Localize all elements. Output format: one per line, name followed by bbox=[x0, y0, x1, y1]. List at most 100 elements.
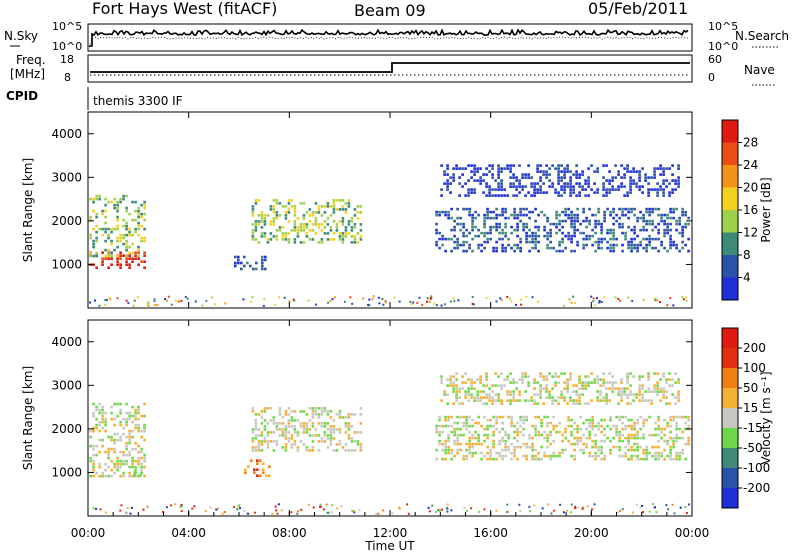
velocity-cell-5 bbox=[533, 399, 536, 402]
velocity-cell-3 bbox=[359, 431, 363, 434]
velocity-cell-5 bbox=[596, 390, 599, 393]
velocity-cell-5 bbox=[650, 402, 653, 405]
velocity-cell-0 bbox=[125, 444, 128, 448]
power-cell-5 bbox=[458, 176, 461, 179]
power-cell-1 bbox=[143, 236, 146, 240]
power-cell-4 bbox=[531, 237, 534, 241]
power-cell-5 bbox=[557, 179, 560, 182]
velocity-cell-0 bbox=[131, 435, 134, 439]
power-speckle bbox=[224, 302, 227, 305]
power-cell-1 bbox=[125, 233, 128, 237]
power-speckle bbox=[214, 303, 217, 306]
nsearch-hi: 10^5 bbox=[708, 20, 738, 33]
power-speckle bbox=[421, 303, 424, 306]
velocity-cell-4 bbox=[498, 454, 501, 458]
velocity-cell-2 bbox=[262, 462, 265, 465]
power-cell-4 bbox=[447, 216, 450, 220]
velocity-cell-0 bbox=[125, 402, 128, 406]
velocity-cell-5 bbox=[644, 390, 647, 393]
power-cell-3 bbox=[275, 235, 279, 238]
velocity-cell-5 bbox=[554, 372, 557, 375]
power-cell-5 bbox=[638, 188, 641, 191]
velocity-speckle bbox=[237, 505, 240, 508]
velocity-cell-5 bbox=[551, 387, 554, 390]
power-cell-4 bbox=[471, 228, 474, 232]
power-cell-5 bbox=[560, 194, 563, 197]
power-cell-3 bbox=[284, 205, 288, 208]
power-cell-4 bbox=[507, 237, 510, 241]
power-speckle bbox=[592, 297, 595, 300]
power-cell-5 bbox=[626, 167, 629, 170]
velocity-colorbar-tick-label: 50 bbox=[743, 381, 758, 395]
power-cell-4 bbox=[546, 243, 549, 247]
power-cell-4 bbox=[501, 243, 504, 247]
velocity-cell-5 bbox=[524, 399, 527, 402]
velocity-cell-0 bbox=[140, 447, 143, 451]
power-cell-1 bbox=[95, 197, 98, 201]
power-cell-5 bbox=[617, 185, 620, 188]
power-cell-4 bbox=[627, 240, 630, 244]
power-cell-5 bbox=[638, 179, 641, 182]
velocity-cell-5 bbox=[512, 378, 515, 381]
velocity-cell-0 bbox=[89, 444, 92, 448]
power-cell-3 bbox=[260, 211, 264, 214]
power-cell-5 bbox=[509, 164, 512, 167]
power-cell-4 bbox=[531, 246, 534, 250]
power-cell-5 bbox=[617, 170, 620, 173]
power-cell-5 bbox=[569, 185, 572, 188]
power-cell-4 bbox=[456, 237, 459, 241]
velocity-cell-1 bbox=[133, 474, 136, 477]
velocity-cell-3 bbox=[290, 410, 294, 413]
velocity-speckle bbox=[129, 512, 132, 515]
power-speckle bbox=[385, 301, 387, 304]
velocity-cell-0 bbox=[119, 474, 122, 478]
velocity-cell-0 bbox=[134, 468, 137, 472]
power-cell-4 bbox=[546, 216, 549, 220]
velocity-cell-4 bbox=[591, 439, 594, 443]
power-cell-4 bbox=[465, 228, 468, 232]
velocity-cell-3 bbox=[293, 431, 297, 434]
power-cell-5 bbox=[557, 182, 560, 185]
velocity-cell-3 bbox=[260, 443, 264, 446]
power-cell-1 bbox=[125, 248, 128, 252]
power-cell-4 bbox=[501, 210, 504, 214]
velocity-cell-0 bbox=[125, 447, 128, 451]
power-speckle bbox=[242, 298, 245, 301]
velocity-cell-4 bbox=[465, 418, 468, 422]
power-cell-4 bbox=[669, 234, 672, 238]
power-cell-3 bbox=[341, 238, 345, 241]
power-speckle bbox=[205, 299, 208, 302]
power-cell-4 bbox=[528, 210, 531, 214]
velocity-cell-3 bbox=[320, 410, 324, 413]
velocity-cell-5 bbox=[464, 393, 467, 396]
power-cell-4 bbox=[642, 213, 645, 217]
power-cell-3 bbox=[302, 226, 306, 229]
velocity-cell-5 bbox=[491, 402, 494, 405]
velocity-cell-0 bbox=[95, 408, 98, 412]
velocity-speckle bbox=[99, 508, 102, 511]
velocity-cell-4 bbox=[573, 454, 576, 458]
velocity-cell-2 bbox=[256, 474, 259, 477]
power-cell-5 bbox=[566, 170, 569, 173]
power-speckle bbox=[410, 303, 413, 306]
power-cell-0 bbox=[125, 257, 128, 260]
power-cell-4 bbox=[612, 207, 615, 211]
velocity-cell-4 bbox=[534, 454, 537, 458]
power-speckle bbox=[250, 300, 253, 303]
velocity-speckle bbox=[621, 508, 624, 511]
velocity-cell-5 bbox=[509, 399, 512, 402]
velocity-cell-3 bbox=[326, 446, 330, 449]
velocity-cell-3 bbox=[272, 440, 276, 443]
power-cell-2 bbox=[252, 267, 255, 271]
velocity-cell-3 bbox=[302, 428, 306, 431]
power-cell-3 bbox=[290, 229, 294, 232]
power-cell-5 bbox=[473, 173, 476, 176]
velocity-cell-4 bbox=[555, 430, 558, 434]
velocity-cell-4 bbox=[537, 430, 540, 434]
velocity-cell-4 bbox=[624, 436, 627, 440]
power-cell-4 bbox=[558, 222, 561, 226]
velocity-cell-5 bbox=[638, 390, 641, 393]
velocity-cell-3 bbox=[266, 440, 270, 443]
power-cell-3 bbox=[326, 223, 330, 226]
velocity-cell-3 bbox=[251, 440, 255, 443]
